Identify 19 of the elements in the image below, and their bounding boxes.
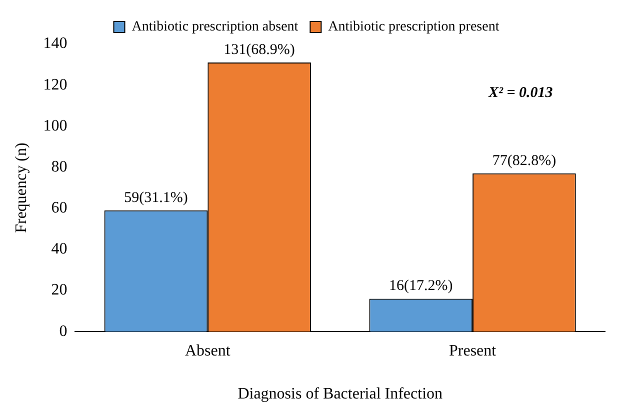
y-tick-label: 20 bbox=[51, 282, 68, 299]
y-tick-label: 0 bbox=[59, 322, 68, 340]
y-tick-label: 40 bbox=[51, 240, 68, 258]
y-tick-label: 140 bbox=[43, 35, 68, 52]
y-tick-label: 60 bbox=[51, 200, 68, 217]
annotation: X² = 0.013 bbox=[487, 84, 554, 101]
data-label: 16(17.2%) bbox=[389, 278, 453, 294]
data-label: 59(31.1%) bbox=[124, 190, 188, 206]
x-tick-label: Absent bbox=[184, 342, 231, 360]
legend-label: Antibiotic prescription absent bbox=[132, 20, 298, 35]
x-axis-title: Diagnosis of Bacterial Infection bbox=[238, 386, 443, 403]
y-axis-title: Frequency (n) bbox=[12, 142, 30, 233]
y-tick-label: 120 bbox=[43, 76, 68, 94]
legend-label: Antibiotic prescription present bbox=[328, 20, 500, 35]
y-tick-label: 100 bbox=[43, 117, 68, 134]
x-tick-label: Present bbox=[448, 342, 497, 360]
data-label: 131(68.9%) bbox=[224, 42, 295, 58]
data-label: 77(82.8%) bbox=[492, 152, 556, 169]
y-tick-label: 80 bbox=[51, 158, 68, 176]
